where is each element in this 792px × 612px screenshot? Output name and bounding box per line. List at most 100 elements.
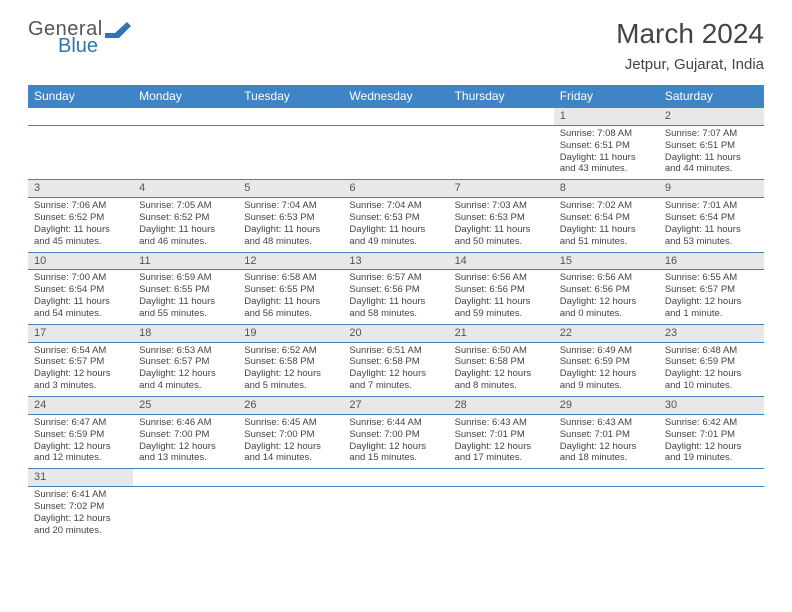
day-number: 10 (28, 253, 133, 270)
day-number-cell: 6 (343, 180, 448, 198)
day-number-cell (659, 469, 764, 487)
day-number: 23 (659, 325, 764, 342)
daylight-text: Daylight: 12 hours and 14 minutes. (244, 441, 337, 465)
day-info-cell: Sunrise: 7:00 AMSunset: 6:54 PMDaylight:… (28, 270, 133, 325)
day-info-cell: Sunrise: 6:45 AMSunset: 7:00 PMDaylight:… (238, 414, 343, 469)
day-number: 18 (133, 325, 238, 342)
sunrise-text: Sunrise: 6:50 AM (455, 345, 548, 357)
day-info-cell (238, 487, 343, 541)
title-block: March 2024 Jetpur, Gujarat, India (616, 18, 764, 73)
day-info-cell (28, 125, 133, 180)
daylight-text: Daylight: 11 hours and 56 minutes. (244, 296, 337, 320)
day-number: 29 (554, 397, 659, 414)
daylight-text: Daylight: 12 hours and 4 minutes. (139, 368, 232, 392)
sunrise-text: Sunrise: 7:00 AM (34, 272, 127, 284)
daylight-text: Daylight: 11 hours and 58 minutes. (349, 296, 442, 320)
sunset-text: Sunset: 6:58 PM (244, 356, 337, 368)
day-number: 17 (28, 325, 133, 342)
day-info-cell: Sunrise: 6:43 AMSunset: 7:01 PMDaylight:… (449, 414, 554, 469)
day-info-cell: Sunrise: 7:01 AMSunset: 6:54 PMDaylight:… (659, 198, 764, 253)
day-info-cell: Sunrise: 6:47 AMSunset: 6:59 PMDaylight:… (28, 414, 133, 469)
sunset-text: Sunset: 6:56 PM (349, 284, 442, 296)
day-number-cell: 17 (28, 324, 133, 342)
sunrise-text: Sunrise: 7:05 AM (139, 200, 232, 212)
sunrise-text: Sunrise: 6:42 AM (665, 417, 758, 429)
day-info-cell: Sunrise: 6:55 AMSunset: 6:57 PMDaylight:… (659, 270, 764, 325)
daylight-text: Daylight: 12 hours and 0 minutes. (560, 296, 653, 320)
day-number: 12 (238, 253, 343, 270)
day-number-cell: 8 (554, 180, 659, 198)
sunset-text: Sunset: 6:54 PM (560, 212, 653, 224)
day-info-cell: Sunrise: 7:05 AMSunset: 6:52 PMDaylight:… (133, 198, 238, 253)
sunrise-text: Sunrise: 7:08 AM (560, 128, 653, 140)
sunset-text: Sunset: 7:01 PM (560, 429, 653, 441)
day-number: 25 (133, 397, 238, 414)
sunset-text: Sunset: 6:56 PM (560, 284, 653, 296)
sunset-text: Sunset: 6:57 PM (34, 356, 127, 368)
daylight-text: Daylight: 12 hours and 13 minutes. (139, 441, 232, 465)
sunset-text: Sunset: 7:00 PM (349, 429, 442, 441)
day-number: 4 (133, 180, 238, 197)
day-number: 19 (238, 325, 343, 342)
day-number-cell: 23 (659, 324, 764, 342)
sunset-text: Sunset: 6:53 PM (349, 212, 442, 224)
day-number: 1 (554, 108, 659, 125)
sunset-text: Sunset: 6:52 PM (139, 212, 232, 224)
day-number-cell: 25 (133, 397, 238, 415)
weekday-header: Thursday (449, 85, 554, 108)
day-number: 5 (238, 180, 343, 197)
sunset-text: Sunset: 7:00 PM (139, 429, 232, 441)
day-number-cell (343, 108, 448, 126)
sunset-text: Sunset: 6:59 PM (560, 356, 653, 368)
day-info-cell (449, 487, 554, 541)
day-number-cell: 4 (133, 180, 238, 198)
day-number: 3 (28, 180, 133, 197)
day-number-cell: 31 (28, 469, 133, 487)
sunrise-text: Sunrise: 6:58 AM (244, 272, 337, 284)
sunset-text: Sunset: 7:02 PM (34, 501, 127, 513)
day-info-cell: Sunrise: 6:56 AMSunset: 6:56 PMDaylight:… (554, 270, 659, 325)
day-number-cell (28, 108, 133, 126)
day-info-cell (343, 487, 448, 541)
sunrise-text: Sunrise: 7:02 AM (560, 200, 653, 212)
day-info-cell: Sunrise: 7:03 AMSunset: 6:53 PMDaylight:… (449, 198, 554, 253)
daylight-text: Daylight: 12 hours and 3 minutes. (34, 368, 127, 392)
sunset-text: Sunset: 6:59 PM (34, 429, 127, 441)
daylight-text: Daylight: 12 hours and 10 minutes. (665, 368, 758, 392)
day-number-cell (133, 108, 238, 126)
daylight-text: Daylight: 11 hours and 44 minutes. (665, 152, 758, 176)
sunrise-text: Sunrise: 6:41 AM (34, 489, 127, 501)
day-number-cell (449, 108, 554, 126)
day-info-cell (554, 487, 659, 541)
day-info-cell: Sunrise: 6:42 AMSunset: 7:01 PMDaylight:… (659, 414, 764, 469)
daylight-text: Daylight: 11 hours and 54 minutes. (34, 296, 127, 320)
calendar-body: 12 Sunrise: 7:08 AMSunset: 6:51 PMDaylig… (28, 108, 764, 541)
sunrise-text: Sunrise: 6:59 AM (139, 272, 232, 284)
day-number: 21 (449, 325, 554, 342)
day-number-cell: 19 (238, 324, 343, 342)
day-number-cell: 10 (28, 252, 133, 270)
day-number-cell: 21 (449, 324, 554, 342)
day-number: 11 (133, 253, 238, 270)
sunset-text: Sunset: 6:58 PM (455, 356, 548, 368)
sunset-text: Sunset: 6:57 PM (665, 284, 758, 296)
day-info-cell: Sunrise: 6:54 AMSunset: 6:57 PMDaylight:… (28, 342, 133, 397)
sunrise-text: Sunrise: 7:03 AM (455, 200, 548, 212)
daylight-text: Daylight: 11 hours and 53 minutes. (665, 224, 758, 248)
day-number: 22 (554, 325, 659, 342)
day-number: 27 (343, 397, 448, 414)
sunset-text: Sunset: 7:01 PM (665, 429, 758, 441)
daylight-text: Daylight: 11 hours and 55 minutes. (139, 296, 232, 320)
day-info-cell: Sunrise: 7:06 AMSunset: 6:52 PMDaylight:… (28, 198, 133, 253)
day-number: 24 (28, 397, 133, 414)
day-info-cell: Sunrise: 6:46 AMSunset: 7:00 PMDaylight:… (133, 414, 238, 469)
day-number: 14 (449, 253, 554, 270)
sunrise-text: Sunrise: 7:04 AM (349, 200, 442, 212)
brand-logo: General Blue (28, 18, 148, 62)
daylight-text: Daylight: 11 hours and 49 minutes. (349, 224, 442, 248)
day-number-cell: 13 (343, 252, 448, 270)
day-number-cell: 20 (343, 324, 448, 342)
day-number: 15 (554, 253, 659, 270)
day-info-cell (343, 125, 448, 180)
day-number-cell: 1 (554, 108, 659, 126)
